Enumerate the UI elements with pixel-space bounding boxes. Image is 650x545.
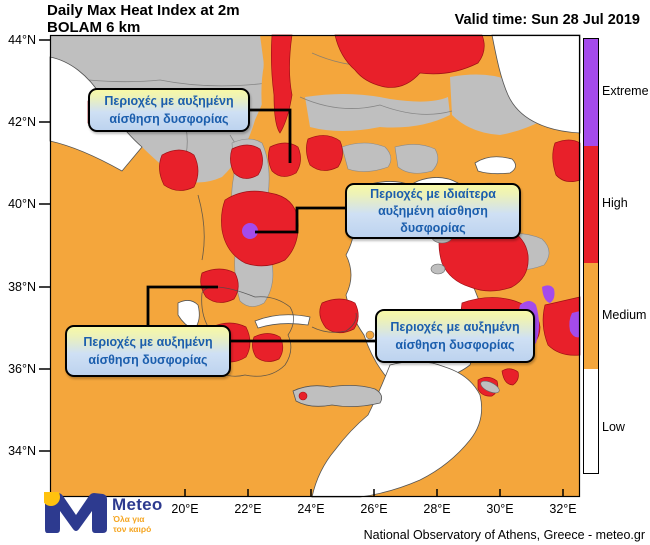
legend-segment-low	[584, 369, 598, 473]
y-axis-label: 42°N	[8, 115, 36, 129]
legend-segment-extreme	[584, 39, 598, 146]
x-axis-label: 20°E	[171, 502, 199, 516]
callout-box-peloponnese: Περιοχές με αυξημένη αίσθηση δυσφορίας	[65, 325, 231, 377]
legend-segment-medium	[584, 263, 598, 369]
map-title-line2: BOLAM 6 km	[47, 19, 141, 36]
y-axis-label: 40°N	[8, 197, 36, 211]
legend-label-low: Low	[602, 420, 625, 434]
legend-segment-high	[584, 146, 598, 263]
x-axis-label: 30°E	[486, 502, 514, 516]
meteo-logo-wordmark: Meteo	[112, 495, 163, 514]
y-axis-label: 34°N	[8, 444, 36, 458]
x-axis-label: 32°E	[549, 502, 577, 516]
y-axis-label: 36°N	[8, 362, 36, 376]
meteo-logo-tagline: Όλα για τον καιρό	[113, 514, 152, 534]
legend-label-medium: Medium	[602, 308, 647, 322]
credit-line: National Observatory of Athens, Greece -…	[363, 528, 645, 542]
valid-time-label: Valid time: Sun 28 Jul 2019	[454, 12, 640, 28]
y-axis-label: 38°N	[8, 280, 36, 294]
map-title-line1: Daily Max Heat Index at 2m	[47, 2, 240, 19]
callout-box-southeast: Περιοχές με αυξημένη αίσθηση δυσφορίας	[375, 309, 535, 363]
legend-label-extreme: Extreme	[602, 84, 649, 98]
x-axis-label: 26°E	[360, 502, 388, 516]
legend-label-high: High	[602, 196, 628, 210]
heat-index-colorbar	[583, 38, 599, 474]
y-axis-label: 44°N	[8, 33, 36, 47]
x-axis-label: 22°E	[234, 502, 262, 516]
callout-box-thessaly: Περιοχές με ιδιαίτερα αυξημένη αίσθηση δ…	[345, 183, 521, 239]
callout-box-north: Περιοχές με αυξημένη αίσθηση δυσφορίας	[88, 88, 250, 132]
meteo-logo-icon	[44, 492, 107, 533]
x-axis-label: 28°E	[423, 502, 451, 516]
x-axis-label: 24°E	[297, 502, 325, 516]
